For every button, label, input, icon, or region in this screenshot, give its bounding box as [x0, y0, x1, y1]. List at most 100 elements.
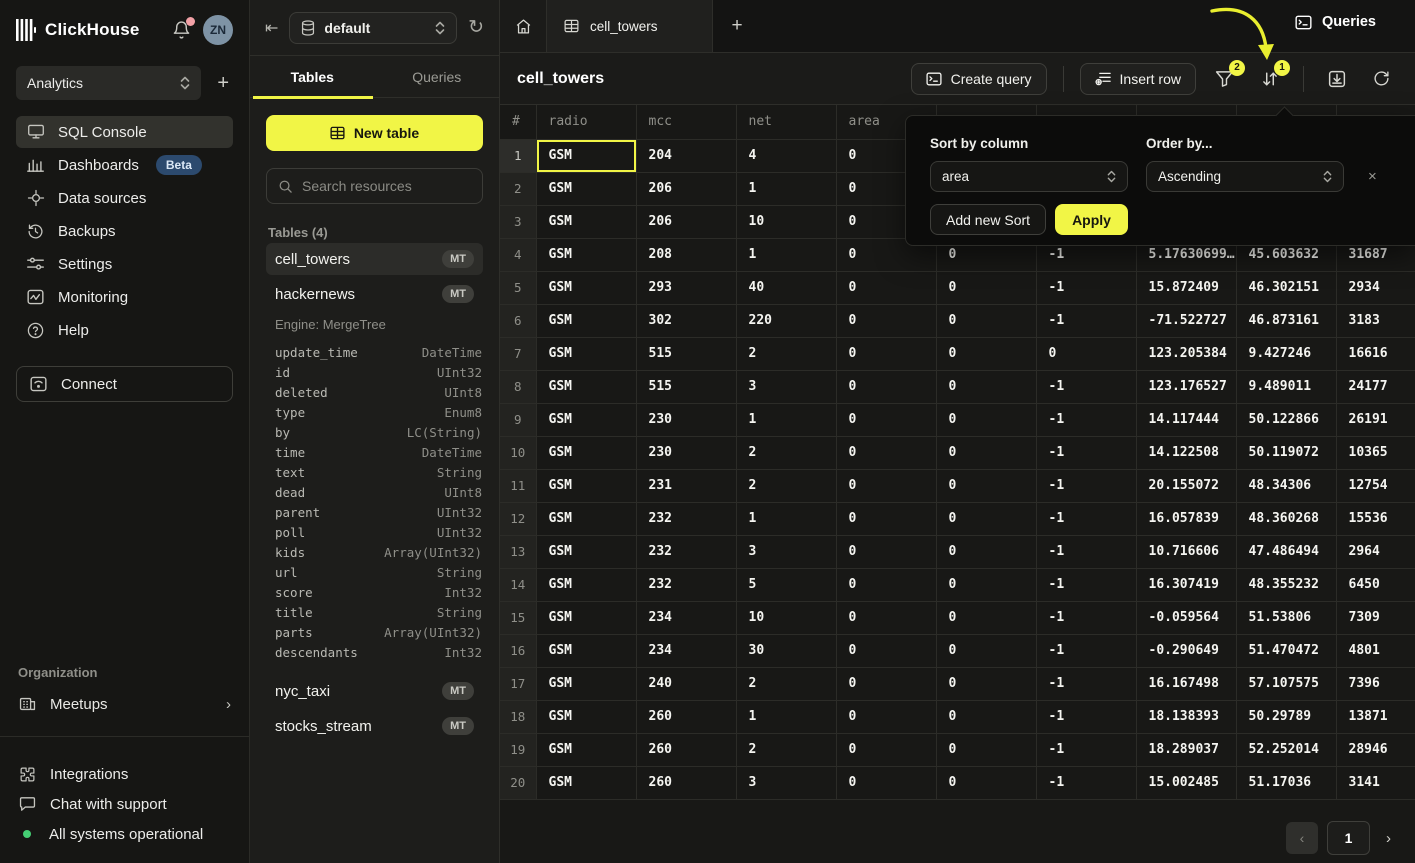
cell[interactable]: 234: [635, 633, 737, 668]
cell[interactable]: 51.53806: [1235, 600, 1337, 635]
cell[interactable]: 231: [635, 468, 737, 503]
order-by-select[interactable]: Ascending: [1146, 161, 1344, 192]
cell[interactable]: 123.205384: [1135, 336, 1237, 371]
cell[interactable]: 260: [635, 699, 737, 734]
cell[interactable]: 12754: [1335, 468, 1415, 503]
cell[interactable]: 28946: [1335, 732, 1415, 767]
new-tab-button[interactable]: +: [731, 15, 743, 36]
cell[interactable]: 1: [735, 699, 837, 734]
tab-queries[interactable]: Queries: [412, 68, 462, 85]
cell[interactable]: 14.122508: [1135, 435, 1237, 470]
cell[interactable]: 232: [635, 567, 737, 602]
cell[interactable]: 46.873161: [1235, 303, 1337, 338]
cell[interactable]: 2: [735, 435, 837, 470]
cell[interactable]: GSM: [535, 600, 637, 635]
tab-cell-towers[interactable]: cell_towers: [547, 0, 713, 52]
prev-page-button[interactable]: ‹: [1286, 822, 1318, 854]
cell[interactable]: 18.289037: [1135, 732, 1237, 767]
cell[interactable]: -71.522727: [1135, 303, 1237, 338]
cell[interactable]: GSM: [535, 666, 637, 701]
cell[interactable]: 0: [835, 567, 937, 602]
cell[interactable]: 0: [935, 666, 1037, 701]
cell[interactable]: 240: [635, 666, 737, 701]
integrations-link[interactable]: Integrations: [16, 759, 233, 789]
table-item-nyc-taxi[interactable]: nyc_taxi MT: [266, 675, 483, 707]
current-page-button[interactable]: 1: [1327, 821, 1370, 855]
cell[interactable]: 5: [735, 567, 837, 602]
cell[interactable]: 232: [635, 501, 737, 536]
cell[interactable]: 10: [735, 204, 837, 239]
cell[interactable]: 16.057839: [1135, 501, 1237, 536]
cell[interactable]: 0: [935, 369, 1037, 404]
cell[interactable]: GSM: [535, 237, 637, 272]
cell[interactable]: 123.176527: [1135, 369, 1237, 404]
cell[interactable]: 234: [635, 600, 737, 635]
cell[interactable]: 3: [735, 534, 837, 569]
cell[interactable]: 260: [635, 765, 737, 800]
refresh-table-button[interactable]: [1365, 70, 1398, 87]
refresh-explorer-icon[interactable]: ↻: [468, 17, 484, 38]
cell[interactable]: 206: [635, 204, 737, 239]
tab-tables[interactable]: Tables: [250, 56, 375, 99]
add-new-sort-button[interactable]: Add new Sort: [930, 204, 1047, 235]
download-button[interactable]: [1320, 70, 1354, 88]
connect-button[interactable]: Connect: [16, 366, 233, 402]
cell[interactable]: 30: [735, 633, 837, 668]
cell[interactable]: GSM: [535, 699, 637, 734]
cell[interactable]: 16616: [1335, 336, 1415, 371]
cell[interactable]: 1: [735, 237, 837, 272]
cell[interactable]: 48.355232: [1235, 567, 1337, 602]
cell[interactable]: 9.489011: [1235, 369, 1337, 404]
cell[interactable]: GSM: [535, 402, 637, 437]
cell[interactable]: 0: [835, 336, 937, 371]
cell[interactable]: GSM: [535, 633, 637, 668]
search-input[interactable]: [302, 178, 471, 194]
filter-button[interactable]: 2: [1207, 59, 1245, 88]
cell[interactable]: 0: [935, 534, 1037, 569]
cell[interactable]: GSM: [535, 204, 637, 239]
cell[interactable]: -1: [1035, 633, 1137, 668]
cell[interactable]: 4: [735, 138, 837, 173]
cell[interactable]: 20.155072: [1135, 468, 1237, 503]
cell[interactable]: 0: [935, 270, 1037, 305]
cell[interactable]: 16.167498: [1135, 666, 1237, 701]
cell[interactable]: 3141: [1335, 765, 1415, 800]
cell[interactable]: 7309: [1335, 600, 1415, 635]
cell[interactable]: 0: [935, 303, 1037, 338]
new-table-button[interactable]: New table: [266, 115, 483, 151]
cell[interactable]: -1: [1035, 600, 1137, 635]
cell[interactable]: 0: [935, 633, 1037, 668]
table-item-cell-towers[interactable]: cell_towers MT: [266, 243, 483, 275]
cell[interactable]: -1: [1035, 567, 1137, 602]
column-header[interactable]: mcc: [635, 105, 737, 140]
cell[interactable]: GSM: [535, 138, 637, 173]
notifications-button[interactable]: [172, 17, 195, 40]
cell[interactable]: 16.307419: [1135, 567, 1237, 602]
cell[interactable]: 260: [635, 732, 737, 767]
table-item-hackernews[interactable]: hackernews MT: [266, 278, 483, 310]
avatar[interactable]: ZN: [203, 15, 233, 45]
cell[interactable]: 47.486494: [1235, 534, 1337, 569]
sort-column-select[interactable]: area: [930, 161, 1128, 192]
cell[interactable]: 0: [935, 699, 1037, 734]
cell[interactable]: 2: [735, 468, 837, 503]
cell[interactable]: 1: [735, 501, 837, 536]
sidebar-item-settings[interactable]: Settings: [16, 248, 233, 280]
cell[interactable]: 208: [635, 237, 737, 272]
cell[interactable]: GSM: [535, 501, 637, 536]
cell[interactable]: 13871: [1335, 699, 1415, 734]
cell[interactable]: 0: [835, 501, 937, 536]
cell[interactable]: -1: [1035, 666, 1137, 701]
cell[interactable]: GSM: [535, 171, 637, 206]
cell[interactable]: -1: [1035, 369, 1137, 404]
home-tab[interactable]: [500, 0, 547, 52]
cell[interactable]: GSM: [535, 303, 637, 338]
search-resources-box[interactable]: [266, 168, 483, 204]
cell[interactable]: 230: [635, 402, 737, 437]
cell[interactable]: 10.716606: [1135, 534, 1237, 569]
cell[interactable]: GSM: [535, 567, 637, 602]
cell[interactable]: -1: [1035, 270, 1137, 305]
cell[interactable]: 0: [835, 303, 937, 338]
cell[interactable]: -1: [1035, 435, 1137, 470]
cell[interactable]: -1: [1035, 402, 1137, 437]
